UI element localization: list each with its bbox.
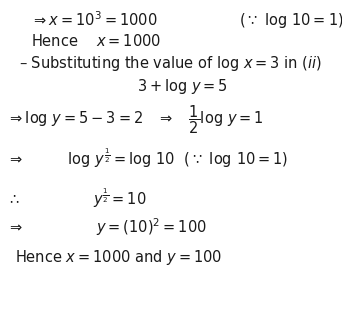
Text: $\therefore \qquad\qquad\quad y^{\frac{1}{2}} = 10$: $\therefore \qquad\qquad\quad y^{\frac{1…: [7, 186, 146, 210]
Text: Hence $\quad x = 1000$: Hence $\quad x = 1000$: [31, 33, 161, 49]
Text: $\Rightarrow \qquad\quad \mathrm{log}\ y^{\frac{1}{2}} = \mathrm{log}\ 10\ \ (\b: $\Rightarrow \qquad\quad \mathrm{log}\ y…: [7, 146, 288, 170]
Text: $(\because\ \mathrm{log}\ 10 = 1)$: $(\because\ \mathrm{log}\ 10 = 1)$: [239, 11, 342, 30]
Text: $\Rightarrow x = 10^3 = 1000$: $\Rightarrow x = 10^3 = 1000$: [31, 11, 157, 29]
Text: $3 + \mathrm{log}\ y = 5$: $3 + \mathrm{log}\ y = 5$: [137, 77, 228, 96]
Text: – Substituting the value of $\mathrm{log}\ x = 3$ in $(ii)$: – Substituting the value of $\mathrm{log…: [19, 54, 322, 73]
Text: Hence $x = 1000$ and $y = 100$: Hence $x = 1000$ and $y = 100$: [15, 248, 223, 268]
Text: $\Rightarrow \mathrm{log}\ y = 5 - 3 = 2 \quad \Rightarrow \quad \dfrac{1}{2}\ma: $\Rightarrow \mathrm{log}\ y = 5 - 3 = 2…: [7, 104, 263, 136]
Text: $\Rightarrow \qquad\qquad\quad y = (10)^2 = 100$: $\Rightarrow \qquad\qquad\quad y = (10)^…: [7, 216, 207, 238]
